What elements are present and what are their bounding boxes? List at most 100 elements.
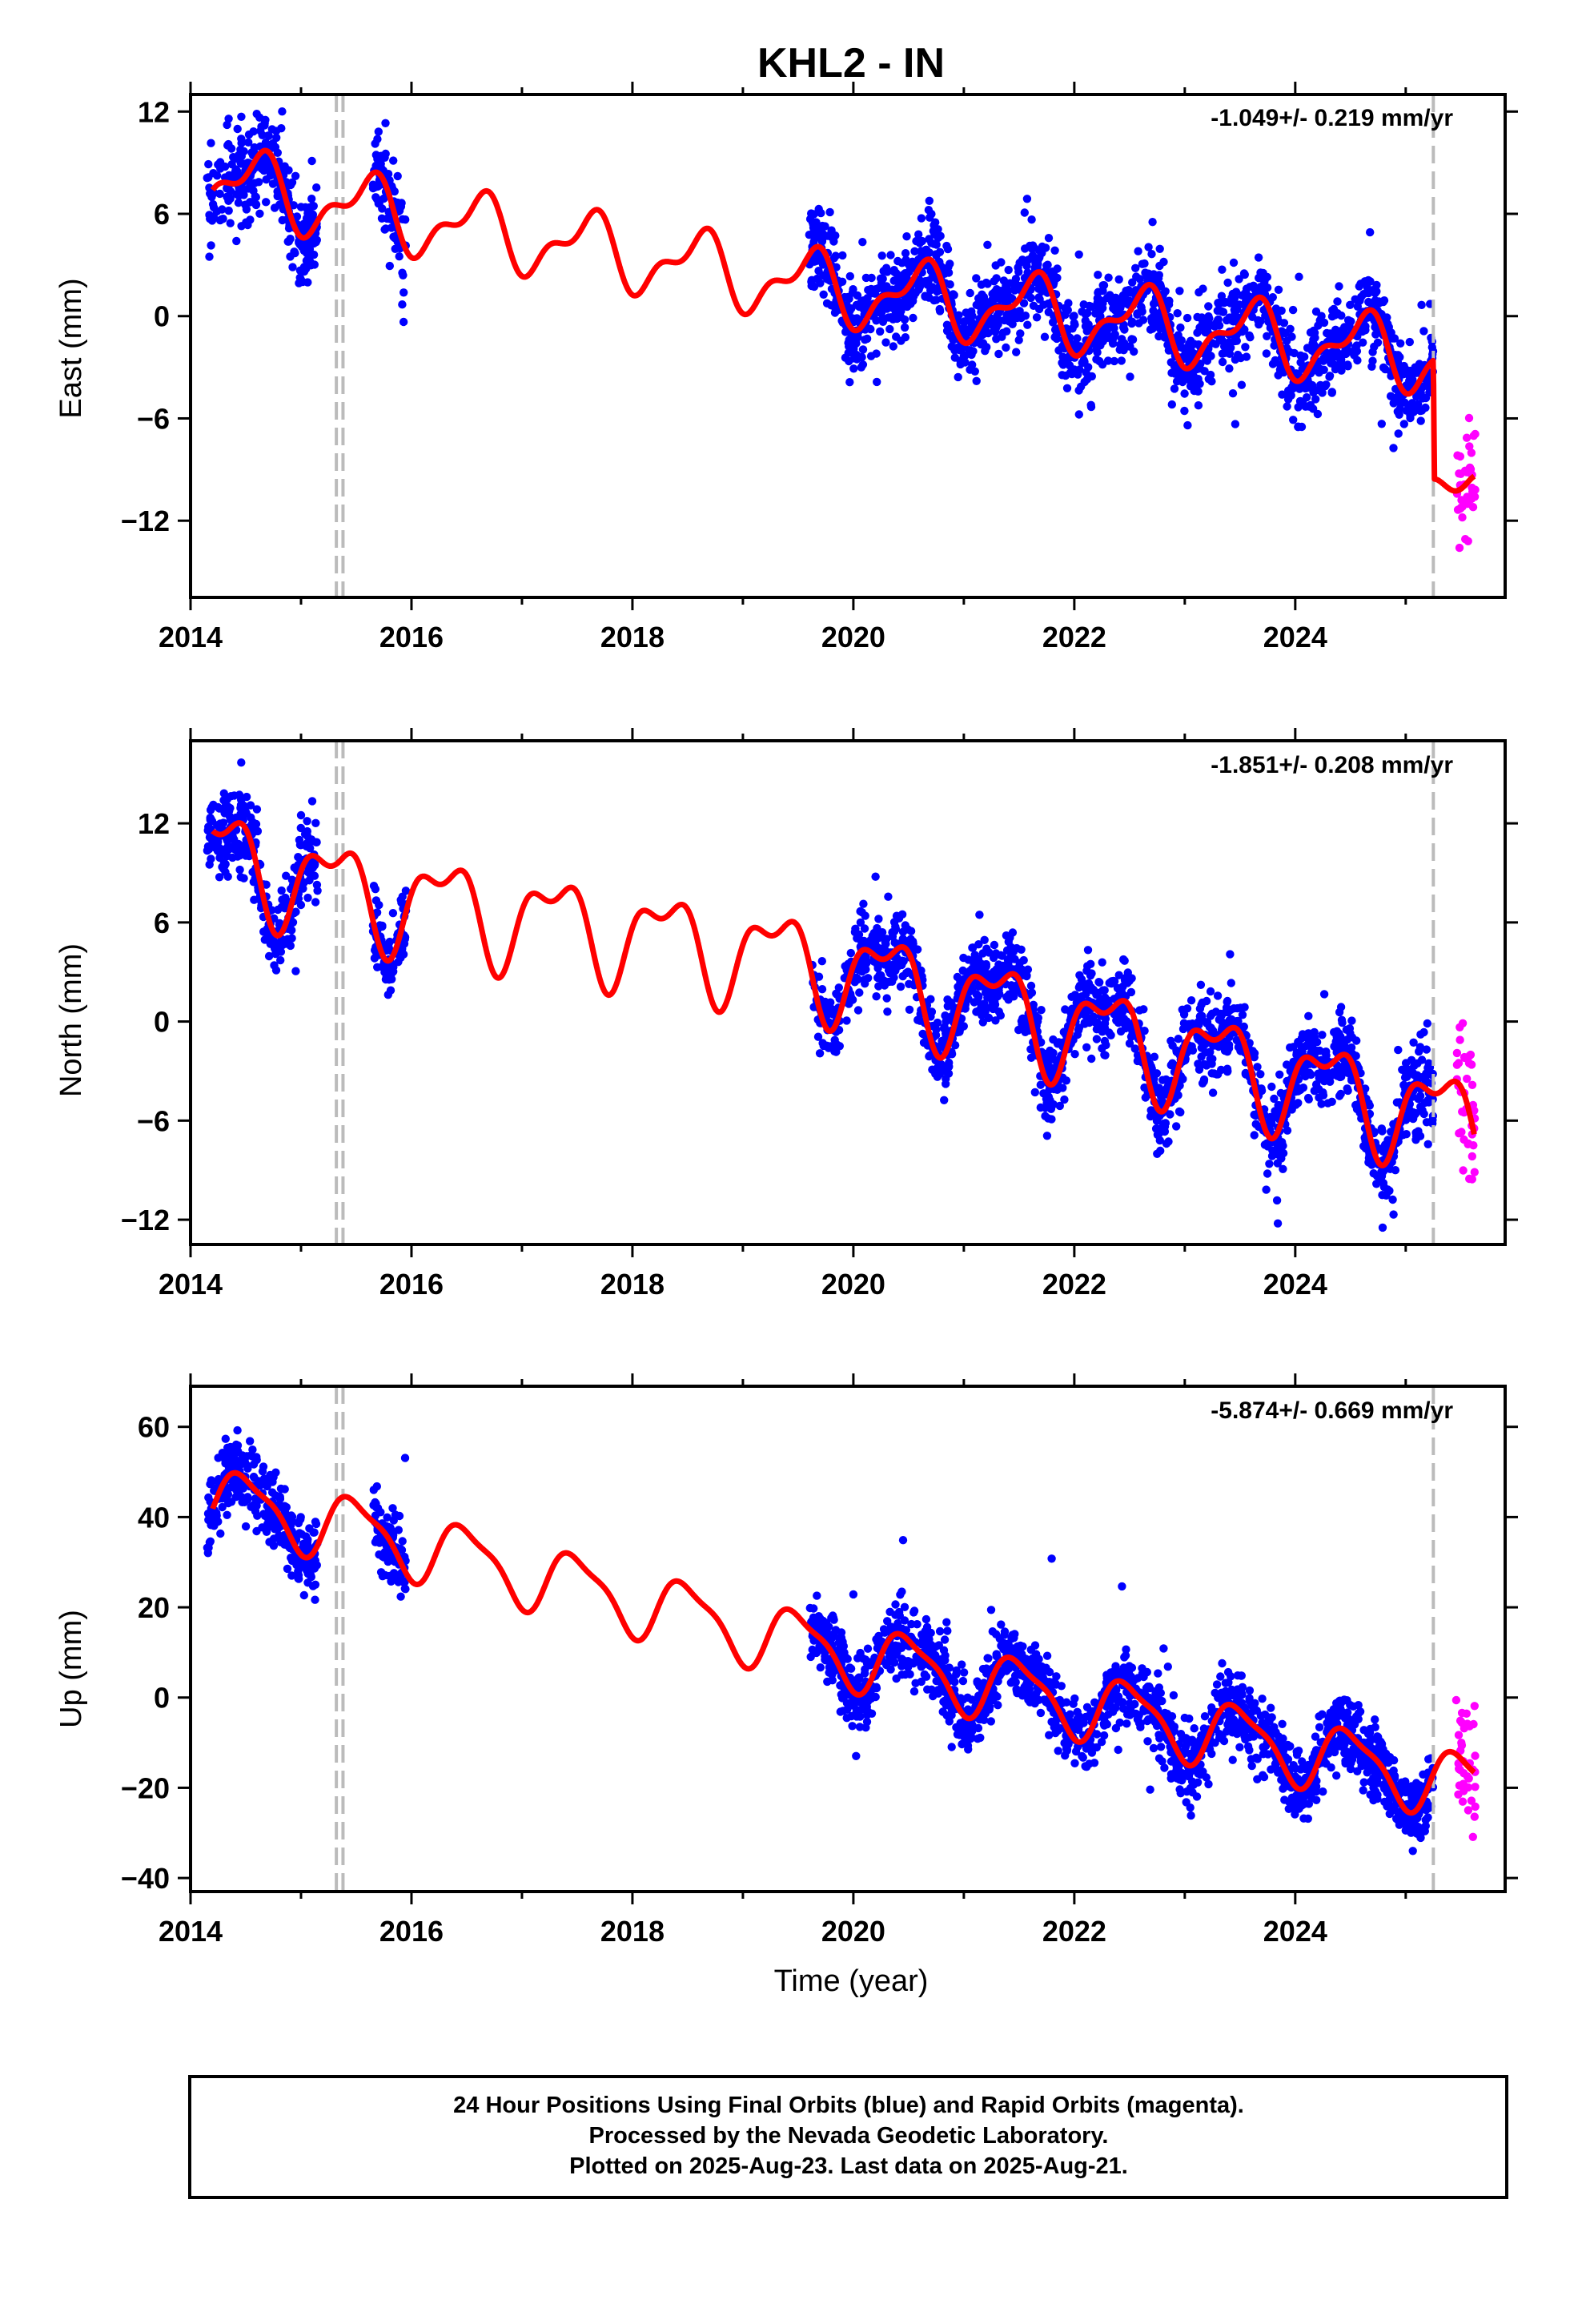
east-final-point: [1131, 263, 1140, 272]
east-final-point: [214, 160, 223, 169]
up-final-point: [262, 1527, 271, 1537]
north-final-point: [1141, 1093, 1150, 1102]
north-final-point: [1119, 955, 1128, 964]
north-ytick-label: −6: [137, 1104, 170, 1137]
north-final-point: [1156, 1146, 1165, 1156]
east-final-point: [876, 327, 885, 336]
east-final-point: [1194, 401, 1203, 410]
east-final-point: [966, 346, 975, 355]
up-final-point: [212, 1511, 221, 1520]
east-final-point: [295, 239, 303, 247]
east-final-point: [1043, 260, 1052, 269]
up-final-point: [394, 1575, 403, 1585]
north-final-point: [385, 937, 394, 947]
east-xtick-label: 2020: [821, 621, 885, 653]
up-final-point: [203, 1543, 212, 1552]
north-final-point: [888, 932, 897, 941]
north-final-point: [1267, 1119, 1276, 1128]
east-rapid-point: [1456, 504, 1465, 513]
east-final-point: [309, 202, 318, 211]
east-final-point: [1268, 360, 1278, 368]
north-final-point: [848, 995, 857, 1004]
east-final-point: [909, 313, 917, 323]
east-final-point: [1019, 299, 1029, 308]
east-final-point: [829, 254, 839, 263]
east-final-point: [1087, 372, 1097, 381]
east-final-point: [1092, 355, 1101, 364]
up-final-point: [253, 1511, 262, 1520]
north-final-point: [303, 817, 311, 826]
east-final-point: [983, 240, 992, 249]
east-final-point: [1233, 350, 1243, 360]
north-final-point: [942, 1080, 950, 1088]
east-final-point: [1225, 364, 1234, 373]
up-final-point: [400, 1454, 410, 1462]
east-final-point: [1061, 310, 1070, 320]
east-final-point: [932, 296, 941, 304]
east-ytick-label: −6: [137, 402, 170, 435]
north-final-point: [1082, 1043, 1091, 1052]
east-final-point: [1223, 278, 1232, 287]
east-final-point: [1155, 244, 1164, 253]
east-final-point: [1148, 218, 1157, 227]
east-final-point: [967, 307, 976, 316]
north-xtick-label: 2014: [159, 1268, 223, 1301]
north-final-point: [1154, 1129, 1163, 1138]
east-final-point: [1141, 268, 1150, 277]
east-final-point: [1027, 215, 1036, 224]
north-final-point: [384, 975, 394, 984]
north-ytick-label: −12: [121, 1204, 170, 1236]
east-final-point: [1058, 360, 1068, 369]
east-final-point: [826, 232, 836, 241]
north-final-point: [1238, 1011, 1247, 1019]
east-final-point: [1050, 246, 1059, 255]
east-final-point: [968, 360, 977, 369]
north-final-point: [933, 1072, 942, 1081]
east-final-point: [1140, 259, 1149, 268]
up-final-point: [1143, 1737, 1152, 1746]
east-final-point: [902, 232, 911, 241]
east-final-point: [1218, 349, 1227, 358]
north-final-point: [1213, 991, 1223, 1000]
east-final-point: [1213, 317, 1223, 327]
north-final-point: [1336, 1089, 1345, 1099]
east-final-point: [1058, 352, 1067, 361]
north-final-point: [1304, 1011, 1313, 1021]
north-final-point: [846, 948, 856, 958]
north-rapid-point: [1455, 1129, 1464, 1138]
north-final-point: [1250, 1131, 1259, 1140]
east-final-point: [1176, 323, 1185, 332]
east-final-point: [1241, 343, 1250, 352]
east-final-point: [244, 184, 253, 193]
east-final-point: [1416, 416, 1425, 425]
east-final-point: [1123, 296, 1132, 306]
east-final-point: [816, 279, 825, 287]
east-final-point: [1110, 330, 1119, 339]
up-final-point: [216, 1529, 225, 1538]
north-final-point: [1424, 1059, 1433, 1068]
east-final-point: [1026, 241, 1034, 251]
east-final-point: [1079, 300, 1088, 309]
east-final-point: [309, 250, 319, 259]
up-final-point: [234, 1447, 243, 1456]
east-final-point: [398, 215, 408, 223]
east-final-point: [1262, 349, 1271, 358]
east-final-point: [849, 350, 859, 359]
east-final-point: [1417, 300, 1426, 309]
east-final-point: [896, 312, 905, 321]
east-final-point: [1195, 364, 1205, 373]
east-final-point: [1395, 410, 1403, 419]
east-final-point: [1204, 302, 1213, 311]
north-final-point: [388, 909, 398, 918]
north-final-point: [1100, 1019, 1110, 1028]
north-final-point: [236, 873, 245, 882]
east-final-point: [257, 122, 266, 131]
north-final-point: [1256, 1070, 1265, 1079]
up-final-point: [266, 1470, 275, 1480]
east-final-point: [1166, 358, 1176, 367]
north-final-point: [1339, 1062, 1347, 1072]
east-final-point: [946, 280, 954, 289]
east-final-point: [205, 252, 214, 261]
east-final-point: [1325, 372, 1334, 381]
